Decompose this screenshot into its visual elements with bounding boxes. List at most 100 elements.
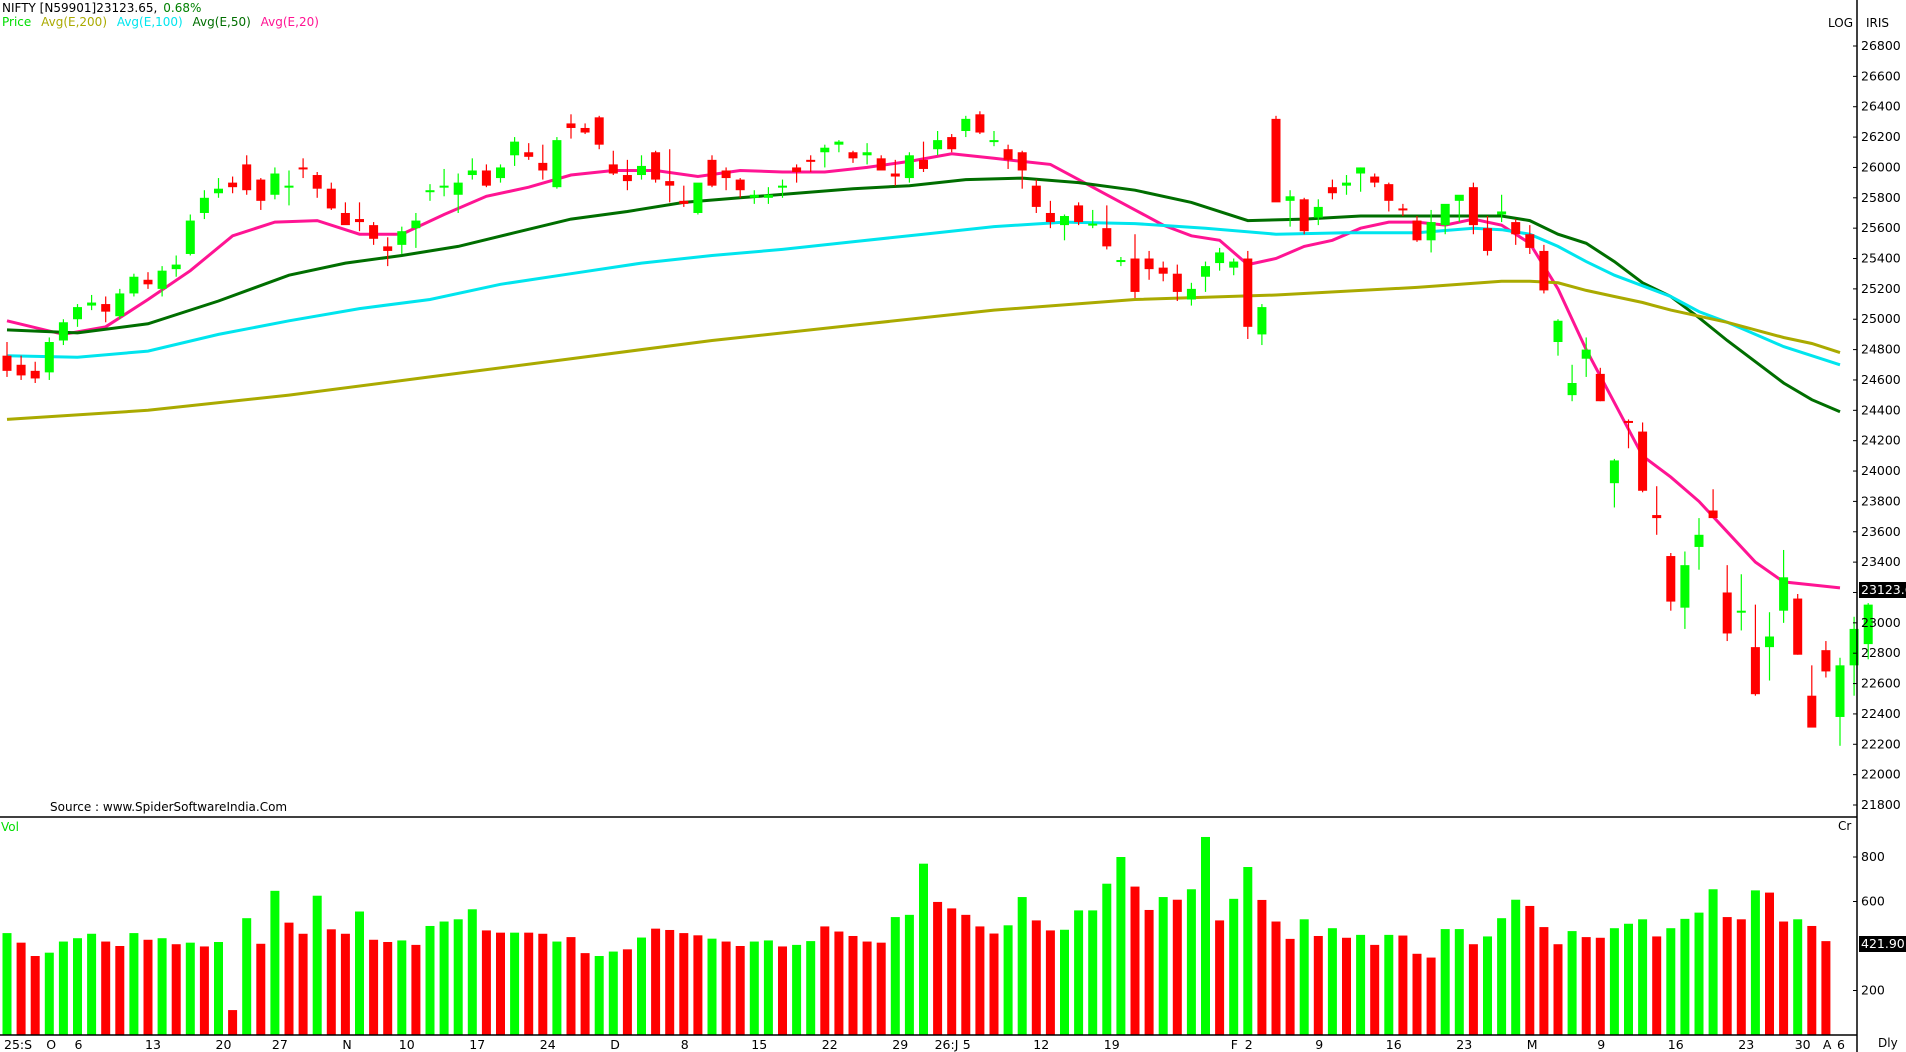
candle-body: [185, 220, 195, 254]
log-scale-toggle[interactable]: LOG: [1828, 16, 1854, 30]
volume-bar: [30, 956, 40, 1035]
candle-body: [1638, 431, 1648, 491]
candle-body: [340, 212, 350, 226]
volume-bar: [651, 928, 661, 1035]
candle-body: [1285, 196, 1295, 201]
date-label: 25:S: [4, 1037, 32, 1052]
ma-line-avge20: [6, 152, 1841, 590]
volume-bar: [383, 941, 393, 1035]
candle-body: [171, 264, 181, 270]
date-label: 12: [1033, 1037, 1049, 1052]
volume-bar: [496, 932, 505, 1035]
candle-body: [806, 159, 816, 162]
candle-body: [834, 141, 844, 145]
volume-bar: [340, 933, 350, 1035]
candle-body: [101, 304, 111, 312]
candle-body: [1130, 258, 1140, 292]
candle-body: [566, 123, 576, 128]
candle-body: [1652, 515, 1662, 519]
volume-bar: [1186, 889, 1196, 1035]
candle-body: [383, 246, 393, 251]
volume-bar: [1680, 918, 1690, 1035]
price-tick-label: 25200: [1861, 281, 1901, 296]
volume-bar: [397, 940, 407, 1035]
volume-bar: [1356, 934, 1366, 1035]
candle-body: [453, 182, 463, 195]
volume-bar: [1074, 910, 1084, 1035]
candle-body: [1835, 665, 1845, 717]
date-label: 15: [751, 1037, 767, 1052]
volume-bar: [1807, 925, 1817, 1035]
volume-bar: [411, 944, 421, 1035]
volume-bar: [1440, 929, 1450, 1035]
candle-body: [355, 219, 364, 223]
legend-ema50[interactable]: Avg(E,50): [192, 15, 251, 29]
candle-body: [369, 225, 379, 239]
volume-bar: [228, 1010, 238, 1035]
volume-bar: [538, 933, 548, 1035]
candle-body: [876, 158, 886, 171]
iris-label[interactable]: IRIS: [1866, 16, 1890, 30]
volume-bar: [679, 933, 689, 1035]
candle-body: [792, 167, 802, 172]
candle-body: [919, 159, 928, 169]
legend-price[interactable]: Price: [2, 15, 32, 29]
candle-body: [157, 270, 167, 289]
date-label: D: [610, 1037, 620, 1052]
candle-body: [199, 197, 209, 213]
candle-body: [30, 370, 40, 379]
candle-body: [1694, 534, 1704, 547]
candle-body: [496, 167, 505, 179]
volume-bar: [693, 935, 703, 1035]
date-label: N: [342, 1037, 351, 1052]
date-label: 30: [1795, 1037, 1811, 1052]
legend-ema20[interactable]: Avg(E,20): [260, 15, 319, 29]
price-tick-label: 24200: [1861, 433, 1901, 448]
date-label: 9: [1597, 1037, 1605, 1052]
symbol-label: NIFTY [N59901]: [2, 1, 97, 15]
candle-body: [1440, 203, 1450, 226]
volume-bar: [947, 908, 957, 1035]
volume-bar: [1271, 921, 1281, 1035]
volume-bar: [101, 941, 111, 1035]
date-label: 13: [145, 1037, 161, 1052]
volume-bar: [749, 941, 759, 1035]
candle-body: [73, 307, 82, 320]
candle-body: [1215, 252, 1225, 264]
price-tick-label: 26000: [1861, 159, 1901, 174]
volume-bar: [270, 890, 280, 1035]
volume-unit-label: Cr: [1838, 819, 1852, 833]
legend-ema100[interactable]: Avg(E,100): [116, 15, 183, 29]
volume-bar: [1539, 927, 1549, 1035]
candle-body: [510, 141, 520, 156]
volume-bar: [1750, 890, 1760, 1035]
candle-body: [1553, 320, 1563, 343]
legend-ema200[interactable]: Avg(E,200): [41, 15, 107, 29]
volume-bar: [1638, 919, 1648, 1035]
candle-body: [961, 118, 971, 132]
legend: Price Avg(E,200) Avg(E,100) Avg(E,50) Av…: [2, 15, 325, 29]
candle-body: [411, 220, 421, 229]
source-text: Source : www.SpiderSoftwareIndia.Com: [50, 800, 288, 814]
candle-body: [594, 117, 604, 145]
timeframe-label[interactable]: Dly: [1878, 1036, 1898, 1050]
price-tick-label: 26600: [1861, 68, 1901, 83]
volume-bar: [1342, 937, 1351, 1035]
date-label: 29: [892, 1037, 908, 1052]
volume-bar: [778, 946, 787, 1035]
candle-body: [1525, 234, 1535, 248]
candle-body: [1863, 604, 1873, 645]
volume-bar: [16, 942, 26, 1035]
volume-bar: [242, 918, 252, 1035]
candle-body: [1708, 510, 1718, 519]
candle-body: [1299, 199, 1309, 232]
price-axis-labels: 26800 26600 26400 26200 26000 25800 25600 25400…: [1853, 38, 1901, 812]
candle-body: [1003, 149, 1013, 160]
candle-body: [1045, 212, 1055, 223]
candle-body: [1511, 222, 1521, 235]
volume-bar: [806, 941, 816, 1035]
volume-bar: [312, 895, 322, 1035]
volume-bar: [1257, 899, 1267, 1035]
candle-body: [989, 140, 999, 143]
